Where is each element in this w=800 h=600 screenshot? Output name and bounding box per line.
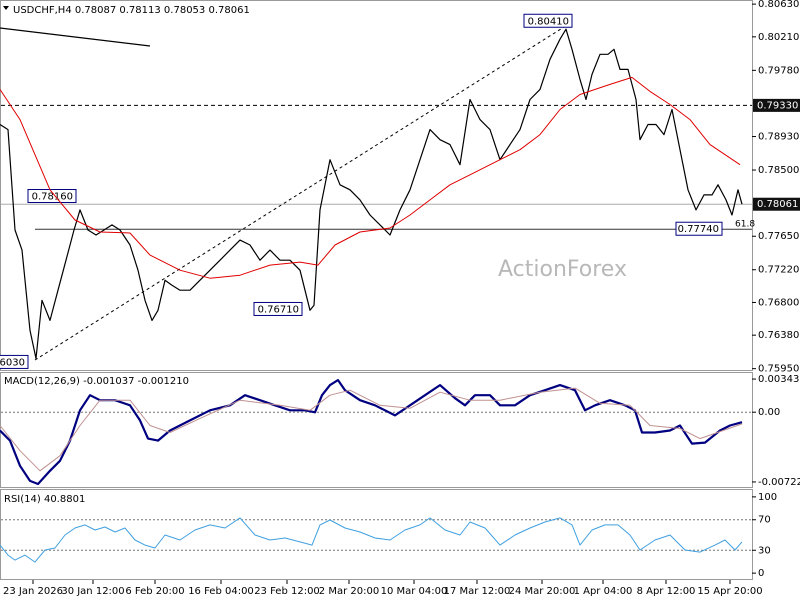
- watermark: ActionForex: [498, 257, 627, 282]
- y-tick-label: 0.78930: [758, 132, 799, 143]
- level-label-box: [753, 98, 800, 112]
- level-label: 0.79330: [757, 100, 798, 111]
- series-line: [0, 387, 743, 472]
- series-line: [0, 379, 743, 486]
- y-tick-label: 0.80210: [758, 32, 799, 43]
- y-tick-label: 0.77650: [758, 231, 799, 242]
- rsi-title: RSI(14) 40.8801: [4, 494, 85, 505]
- swing-label: 0.76030: [0, 357, 25, 368]
- channel-line: [34, 21, 573, 361]
- x-tick-label: 8 Apr 12:00: [637, 586, 696, 597]
- swing-label-box: [253, 301, 303, 316]
- rsi-pane: [0, 489, 753, 580]
- swing-label-box: [523, 13, 573, 28]
- macd-title: MACD(12,26,9) -0.001037 -0.001210: [4, 376, 189, 387]
- x-tick-label: 17 Mar 12:00: [444, 586, 511, 597]
- y-tick-label: 0.003432: [758, 374, 800, 385]
- y-tick-label: 0.75950: [758, 364, 799, 375]
- symbol-icon: [3, 6, 9, 10]
- macd-pane: [0, 372, 753, 488]
- x-tick-label: 30 Jan 12:00: [61, 586, 124, 597]
- swing-label-box: [0, 354, 29, 369]
- swing-label: 0.78160: [32, 192, 73, 203]
- y-tick-label: 0: [758, 568, 764, 579]
- chart-title: USDCHF,H4 0.78087 0.78113 0.78053 0.7806…: [13, 5, 250, 16]
- swing-label-box: [27, 189, 77, 204]
- x-tick-label: 6 Feb 20:00: [125, 586, 184, 597]
- level-label: 0.77740: [678, 224, 719, 235]
- x-tick-label: 10 Mar 04:00: [381, 586, 448, 597]
- level-note: 61.8: [735, 220, 755, 230]
- y-tick-label: 0.76800: [758, 297, 799, 308]
- level-label-box: [753, 197, 800, 211]
- x-tick-label: 23 Jan 2026: [3, 586, 63, 597]
- swing-label: 0.80410: [528, 16, 569, 27]
- y-tick-label: -0.007223: [758, 477, 800, 488]
- y-tick-label: 0.76380: [758, 330, 799, 341]
- y-tick-label: 0.77220: [758, 265, 799, 276]
- x-tick-label: 1 Apr 04:00: [574, 586, 633, 597]
- price-pane: [0, 0, 753, 371]
- y-tick-label: 100: [758, 492, 777, 503]
- x-tick-label: 15 Apr 20:00: [697, 586, 762, 597]
- series-line: [0, 28, 743, 360]
- swing-label: 0.76710: [258, 304, 299, 315]
- x-tick-label: 23 Feb 12:00: [254, 586, 320, 597]
- series-line: [0, 517, 743, 563]
- y-tick-label: 30: [758, 545, 771, 556]
- y-tick-label: 0.80630: [758, 0, 799, 10]
- y-tick-label: 0.79780: [758, 65, 799, 76]
- x-tick-label: 2 Mar 20:00: [319, 586, 379, 597]
- series-line: [0, 76, 741, 279]
- y-tick-label: 0.78500: [758, 165, 799, 176]
- x-tick-label: 16 Feb 04:00: [188, 586, 254, 597]
- trend-line: [0, 27, 151, 47]
- x-tick-label: 24 Mar 20:00: [509, 586, 576, 597]
- y-tick-label: 70: [758, 515, 771, 526]
- level-label: 0.78061: [757, 199, 798, 210]
- y-tick-label: 0.00: [758, 407, 780, 418]
- level-label-box: [675, 221, 723, 236]
